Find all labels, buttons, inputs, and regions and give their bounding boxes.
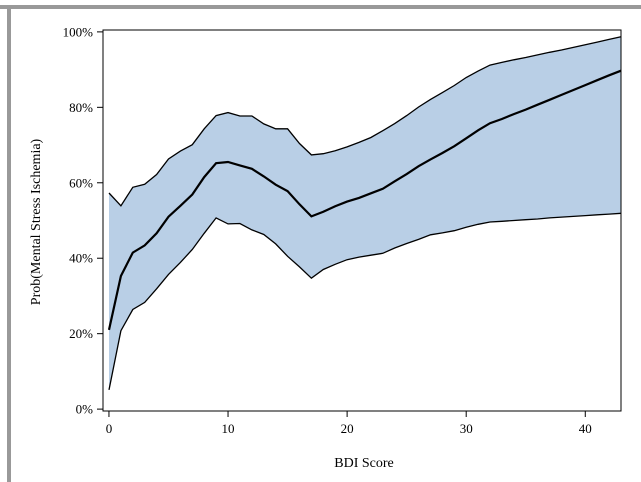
y-tick-label: 20% bbox=[69, 326, 93, 341]
confidence-upper-line bbox=[108, 36, 622, 207]
x-axis-label: BDI Score bbox=[334, 456, 394, 471]
x-tick-label: 40 bbox=[579, 421, 592, 436]
x-tick-label: 0 bbox=[106, 421, 113, 436]
y-tick-label: 100% bbox=[63, 24, 94, 39]
confidence-lower-line bbox=[108, 212, 622, 391]
x-tick-label: 20 bbox=[341, 421, 354, 436]
y-tick-label: 40% bbox=[69, 251, 93, 266]
y-tick-label: 0% bbox=[76, 402, 94, 417]
plot-area bbox=[107, 36, 622, 391]
y-tick-label: 60% bbox=[69, 175, 93, 190]
y-axis-label: Prob(Mental Stress Ischemia) bbox=[29, 138, 44, 305]
x-tick-label: 30 bbox=[460, 421, 473, 436]
y-tick-label: 80% bbox=[69, 100, 93, 115]
x-tick-label: 10 bbox=[222, 421, 235, 436]
y-axis: 0% 20% 40% 60% 80% 100% bbox=[63, 24, 103, 417]
x-axis: 0 10 20 30 40 bbox=[106, 411, 592, 436]
confidence-band bbox=[109, 36, 621, 390]
probability-curve bbox=[107, 69, 622, 331]
plot-border bbox=[102, 29, 622, 412]
